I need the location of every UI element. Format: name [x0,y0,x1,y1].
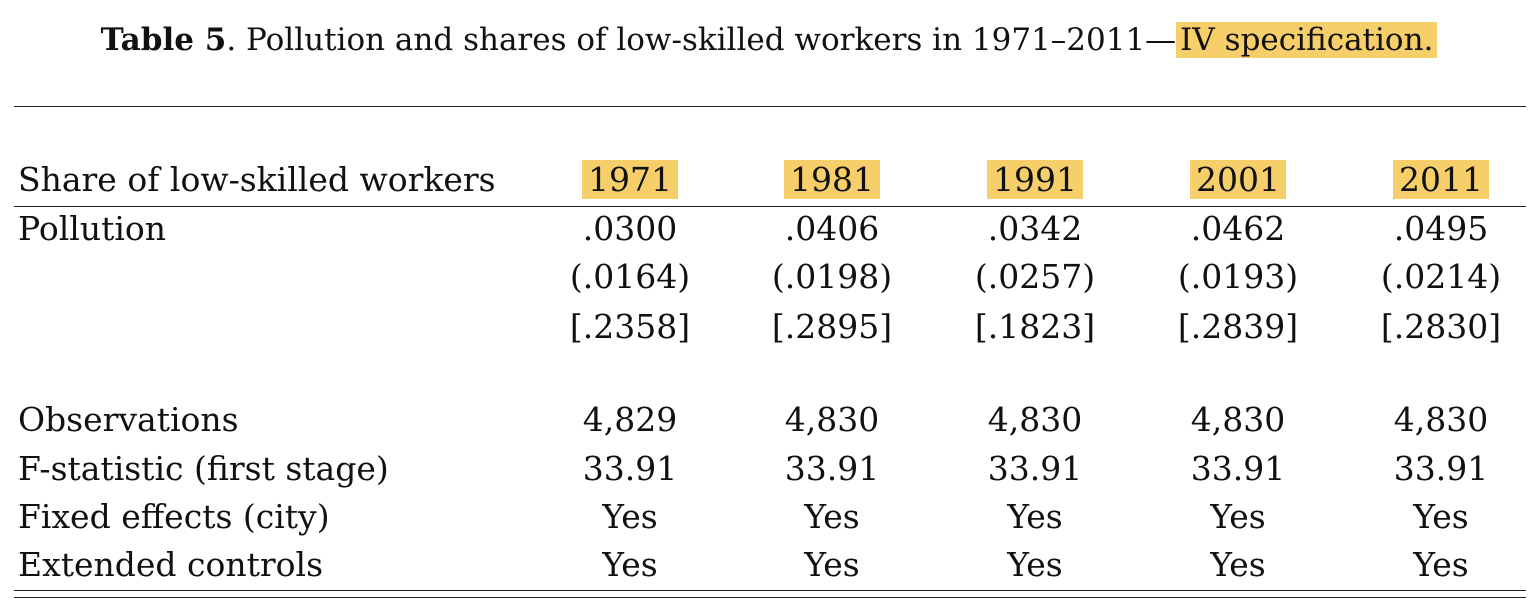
extended-controls-1991: Yes [1007,545,1063,584]
pollution-coef-2011: .0495 [1393,209,1489,248]
fixed-effects-2011: Yes [1413,497,1469,536]
pollution-bracket-1991: [.1823] [974,307,1096,346]
row-label-fstat: F-statistic (first stage) [18,449,389,488]
pollution-se-1991: (.0257) [974,257,1096,296]
pollution-se-1981: (.0198) [771,257,893,296]
row-label-observations: Observations [18,400,239,439]
fstat-2001: 33.91 [1190,449,1286,488]
observations-1981: 4,830 [784,400,880,439]
extended-controls-2001: Yes [1210,545,1266,584]
header-label: Share of low-skilled workers [18,160,496,199]
pollution-coef-1981: .0406 [784,209,880,248]
table-caption-text: . Pollution and shares of low-skilled wo… [226,22,1177,58]
fixed-effects-1981: Yes [804,497,860,536]
observations-1971: 4,829 [582,400,678,439]
year-header-1971: 1971 [582,158,678,202]
year-header-2011: 2011 [1393,158,1489,202]
table-caption-label: Table 5 [100,22,227,58]
pollution-coef-2001: .0462 [1190,209,1286,248]
year-header-2001: 2001 [1190,158,1286,202]
fstat-1981: 33.91 [784,449,880,488]
fstat-1971: 33.91 [582,449,678,488]
table-top-rule [14,106,1526,107]
fstat-1991: 33.91 [987,449,1083,488]
pollution-se-2001: (.0193) [1177,257,1299,296]
pollution-bracket-1981: [.2895] [771,307,893,346]
extended-controls-2011: Yes [1413,545,1469,584]
pollution-coef-1971: .0300 [582,209,678,248]
row-label-extended-controls: Extended controls [18,545,324,584]
row-label-fixed-effects: Fixed effects (city) [18,497,330,536]
extended-controls-1981: Yes [804,545,860,584]
year-header-1991: 1991 [987,158,1083,202]
fstat-2011: 33.91 [1393,449,1489,488]
fixed-effects-2001: Yes [1210,497,1266,536]
observations-1991: 4,830 [987,400,1083,439]
header-rule [14,206,1526,207]
pollution-se-1971: (.0164) [569,257,691,296]
table-bottom-rule [14,590,1526,591]
pollution-bracket-1971: [.2358] [569,307,691,346]
pollution-bracket-2001: [.2839] [1177,307,1299,346]
table-caption: Table 5. Pollution and shares of low-ski… [0,18,1538,62]
pollution-coef-1991: .0342 [987,209,1083,248]
row-label-pollution: Pollution [18,209,167,248]
table-bottom-rule-double [14,597,1526,598]
observations-2001: 4,830 [1190,400,1286,439]
pollution-bracket-2011: [.2830] [1380,307,1502,346]
observations-2011: 4,830 [1393,400,1489,439]
pollution-se-2011: (.0214) [1380,257,1502,296]
fixed-effects-1991: Yes [1007,497,1063,536]
year-header-1981: 1981 [784,158,880,202]
table-caption-highlight: IV specification. [1176,22,1438,58]
fixed-effects-1971: Yes [602,497,658,536]
extended-controls-1971: Yes [602,545,658,584]
